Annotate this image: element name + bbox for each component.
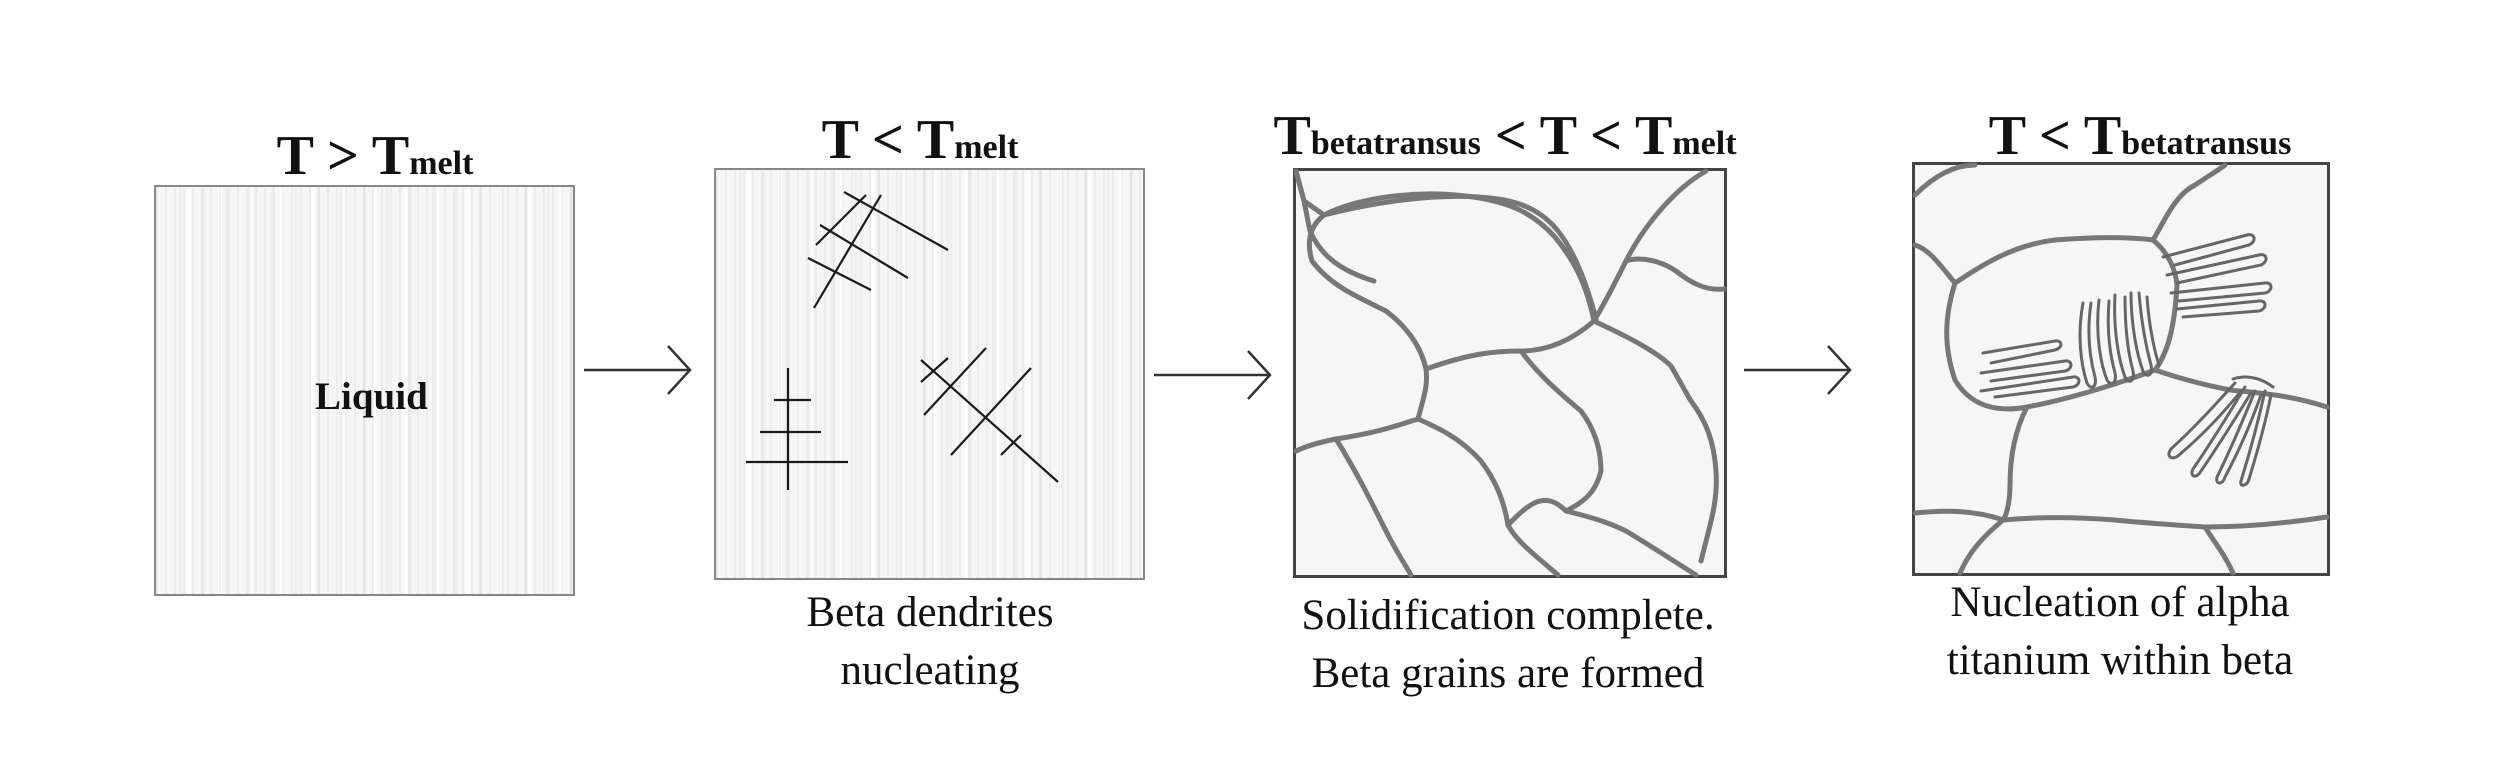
stage-3-title-tail: < T < T [1480,105,1673,167]
stage-4-caption-line-1: Nucleation of alpha [1950,579,2290,626]
stage-3-caption-line-2: Beta grains are formed [1311,650,1705,697]
stage-2-panel-dendrites [714,168,1145,580]
stage-4-title-subscript: betatransus [2121,125,2292,162]
stage-4-title: T < Tbetatransus [1960,108,2320,164]
alpha-titanium-grains [1912,162,2330,576]
stage-3-title: Tbetatransus < T < Tmelt [1270,108,1740,164]
stage-2-caption-line-2: nucleating [840,647,1020,694]
stage-4-caption: Nucleation of alpha titanium within beta [1910,574,2330,690]
stage-4-title-main: T < T [1988,105,2122,167]
stage-4-caption-line-2: titanium within beta [1946,637,2294,684]
alpha-lamellae [1979,233,2275,487]
stage-3-title-main: T [1273,105,1311,167]
beta-grain-boundaries [1293,168,1727,578]
stage-3-title-subscript-2: melt [1672,125,1737,162]
dendrite-top [807,191,949,309]
beta-dendrites [746,191,1059,490]
stage-2-caption-line-1: Beta dendrites [806,589,1054,636]
stage-2-caption: Beta dendrites nucleating [770,584,1090,700]
dendrite-right [920,347,1059,483]
stage-1-title-main: T > T [276,125,410,187]
stage-2-title-subscript: melt [954,129,1019,166]
stage-3-caption-line-1: Solidification complete. [1301,592,1715,639]
stage-3-caption: Solidification complete. Beta grains are… [1268,587,1748,703]
stage-1-title: T > Tmelt [275,128,475,184]
liquid-label: Liquid [315,375,428,418]
stage-2-title-main: T < T [821,109,955,171]
stage-2-title: T < Tmelt [815,112,1025,168]
stage-3-panel-beta-grains [1293,168,1727,578]
stage-4-panel-alpha-nucleation [1912,162,2330,576]
stage-1-title-subscript: melt [409,145,474,182]
arrow-3 [1744,345,1852,395]
arrow-1 [584,345,692,395]
dendrite-left [746,368,848,490]
grain-boundaries [1912,162,2330,576]
stage-1-panel-liquid: Liquid [154,185,575,596]
arrow-2 [1154,350,1272,400]
stage-3-title-subscript: betatransus [1310,125,1481,162]
